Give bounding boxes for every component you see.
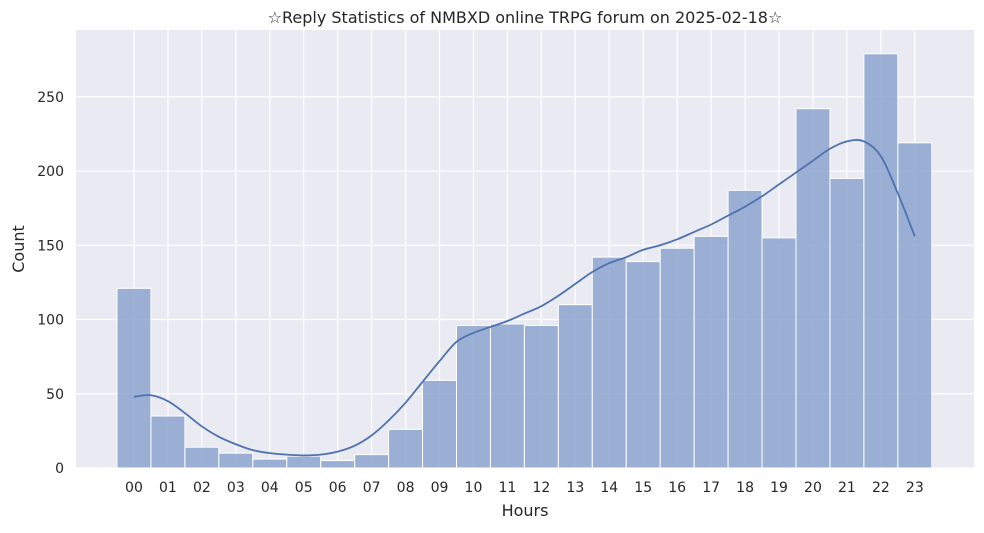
histogram-bar	[150, 415, 186, 469]
y-axis-ticks: 0 50 100 150 200 250	[37, 90, 64, 477]
histogram-bar	[693, 235, 729, 469]
y-tick-label: 200	[37, 164, 64, 180]
y-tick-label: 150	[37, 238, 64, 254]
histogram-bar	[184, 446, 220, 469]
x-axis-ticks: 00 01 02 03 04 05 06 07 08 09 10 11 12 13 14 15 16 17 18 19…	[125, 480, 924, 496]
x-tick-label: 13	[566, 480, 584, 496]
y-tick-label: 250	[37, 90, 64, 106]
y-tick-label: 50	[46, 387, 64, 403]
x-tick-label: 10	[465, 480, 483, 496]
y-axis-label: Count	[9, 225, 28, 273]
x-tick-label: 04	[261, 480, 279, 496]
histogram-bar	[218, 452, 254, 469]
x-tick-label: 12	[532, 480, 550, 496]
histogram-bar	[523, 324, 559, 469]
histogram-bar	[659, 247, 695, 469]
histogram-bar	[897, 142, 933, 469]
histogram-bar	[252, 458, 288, 469]
histogram-bars	[116, 53, 933, 469]
histogram-bar	[388, 428, 424, 469]
x-tick-label: 15	[634, 480, 652, 496]
histogram-bar	[863, 53, 899, 469]
histogram-bar	[286, 455, 322, 469]
histogram-bar	[116, 287, 152, 469]
y-tick-label: 0	[55, 461, 64, 477]
histogram-bar	[727, 189, 763, 469]
histogram-bar	[557, 304, 593, 469]
x-tick-label: 05	[295, 480, 313, 496]
x-tick-label: 17	[702, 480, 720, 496]
histogram-bar	[320, 460, 356, 469]
y-tick-label: 100	[37, 313, 64, 329]
histogram-bar	[422, 379, 457, 469]
histogram-bar	[829, 177, 865, 469]
x-axis-label: Hours	[502, 501, 549, 520]
x-tick-label: 16	[668, 480, 686, 496]
x-tick-label: 20	[804, 480, 822, 496]
x-tick-label: 18	[736, 480, 754, 496]
x-tick-label: 21	[838, 480, 856, 496]
x-tick-label: 02	[193, 480, 211, 496]
histogram-bar	[489, 323, 525, 469]
histogram-bar	[354, 454, 390, 469]
x-tick-label: 00	[125, 480, 143, 496]
x-tick-label: 08	[397, 480, 415, 496]
x-tick-label: 06	[329, 480, 347, 496]
histogram-bar	[456, 324, 491, 469]
histogram-bar	[625, 261, 661, 469]
x-tick-label: 23	[906, 480, 924, 496]
x-tick-label: 03	[227, 480, 245, 496]
x-tick-label: 09	[431, 480, 449, 496]
x-tick-label: 07	[363, 480, 381, 496]
chart-title: ☆Reply Statistics of NMBXD online TRPG f…	[268, 8, 783, 27]
kde-curve	[133, 139, 916, 457]
x-tick-label: 14	[600, 480, 618, 496]
x-tick-label: 11	[499, 480, 517, 496]
kde-curve-group	[133, 139, 916, 457]
x-tick-label: 22	[872, 480, 890, 496]
histogram-bar	[761, 237, 797, 469]
x-tick-label: 19	[770, 480, 788, 496]
x-tick-label: 01	[159, 480, 177, 496]
histogram-bar	[795, 108, 831, 469]
histogram-bar	[591, 256, 627, 469]
